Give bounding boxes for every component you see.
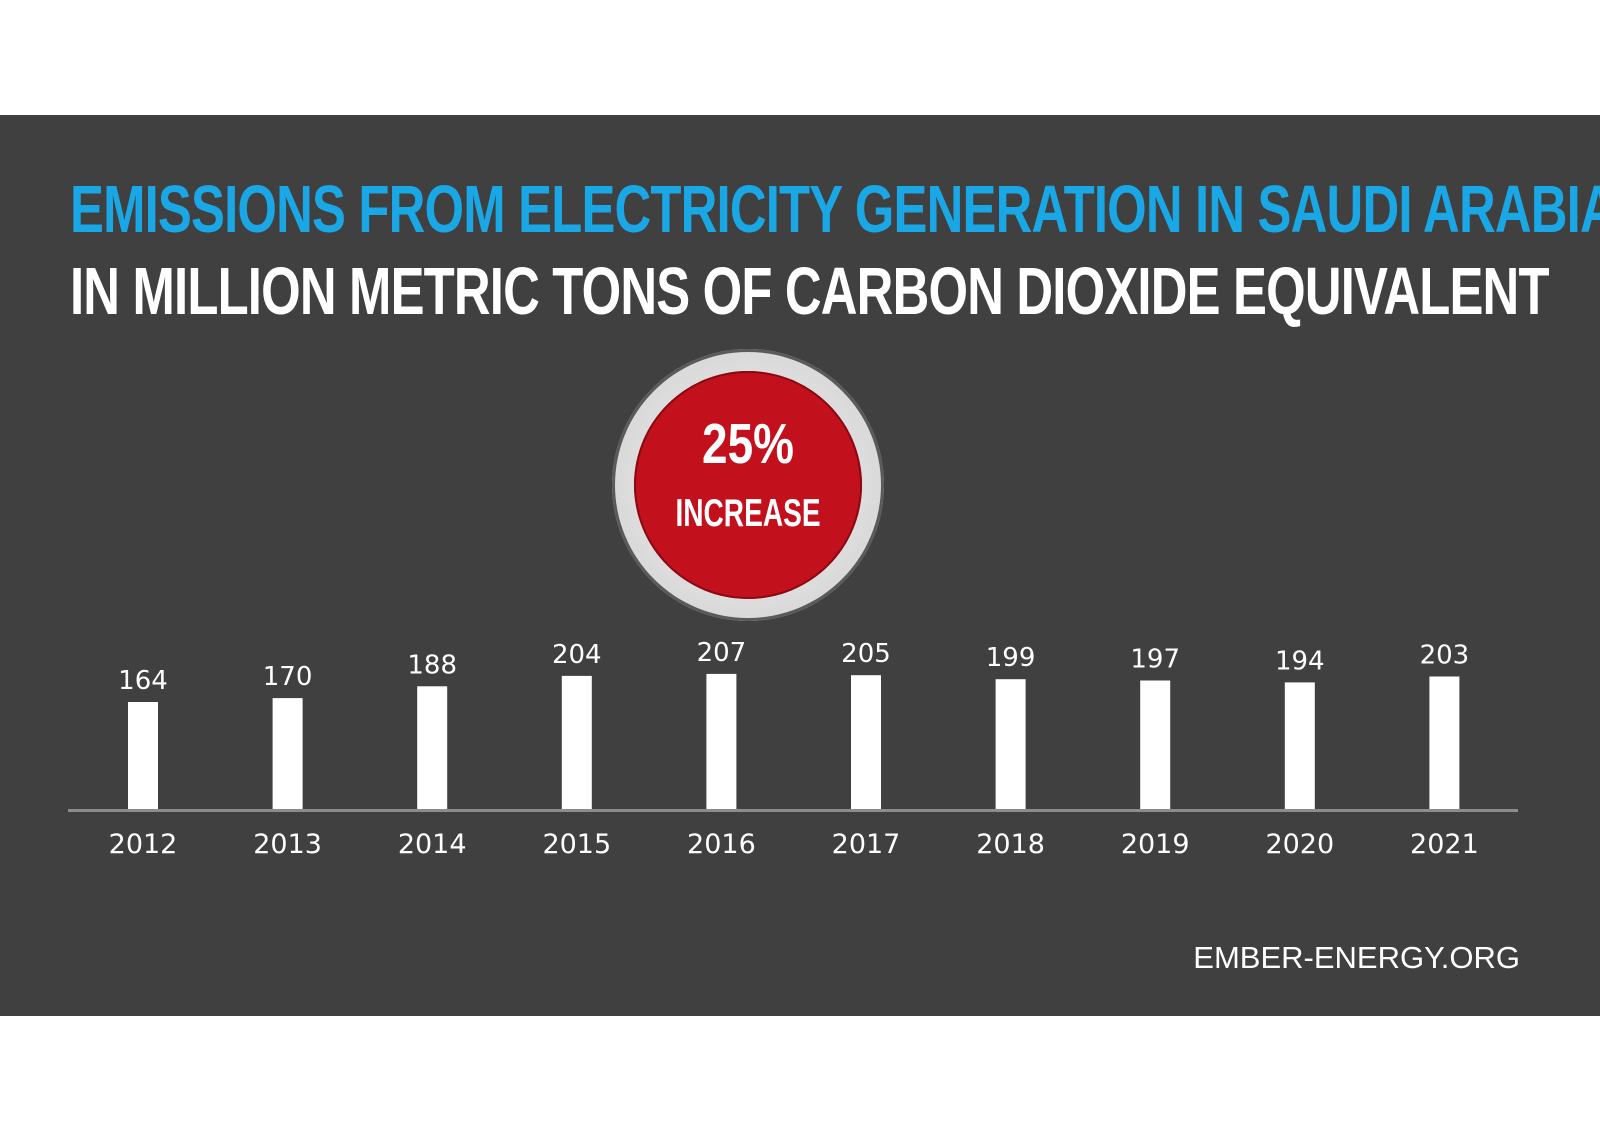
data-label-2020: 194 [1275,646,1325,676]
data-label-2018: 199 [986,643,1036,673]
data-label-2014: 188 [407,650,457,680]
data-label-2013: 170 [263,662,313,692]
bar-2017 [851,675,881,809]
bar-2014 [417,686,448,809]
chart-title: EMISSIONS FROM ELECTRICITY GENERATION IN… [70,172,1600,248]
x-tick-label-2017: 2017 [832,829,901,860]
bar-2020 [1284,682,1315,809]
increase-badge-disc: 25% INCREASE [634,371,862,599]
increase-badge: 25% INCREASE [612,349,884,621]
data-label-2016: 207 [697,638,747,668]
data-label-2019: 197 [1130,645,1180,675]
source-credit: EMBER-ENERGY.ORG [1193,940,1520,975]
x-tick-label-2015: 2015 [542,829,611,860]
chart-subtitle: IN MILLION METRIC TONS OF CARBON DIOXIDE… [70,254,1550,330]
x-tick-label-2018: 2018 [976,829,1045,860]
x-tick-label-2013: 2013 [253,829,322,860]
bar-2012 [128,702,158,809]
bar-chart: 164 2012 170 2013 188 2014 204 2015 207 2016 205 20… [68,638,1518,860]
data-label-2015: 204 [552,640,602,670]
infographic-panel: EMISSIONS FROM ELECTRICITY GENERATION IN… [0,115,1600,1016]
bar-2015 [561,675,592,809]
data-label-2017: 205 [841,639,891,669]
bar-2013 [272,698,303,809]
x-tick-label-2021: 2021 [1410,829,1479,860]
x-tick-label-2019: 2019 [1121,829,1190,860]
x-tick-label-2020: 2020 [1265,829,1334,860]
data-label-2021: 203 [1420,641,1470,671]
bar-2019 [1140,680,1171,809]
increase-badge-label: INCREASE [675,490,821,535]
data-label-2012: 164 [118,666,168,696]
increase-badge-value: 25% [702,412,794,476]
bar-2016 [706,673,737,809]
x-tick-label-2012: 2012 [109,829,178,860]
x-tick-label-2014: 2014 [398,829,467,860]
x-tick-label-2016: 2016 [687,829,756,860]
bar-2018 [995,679,1026,809]
bar-2021 [1429,676,1460,809]
